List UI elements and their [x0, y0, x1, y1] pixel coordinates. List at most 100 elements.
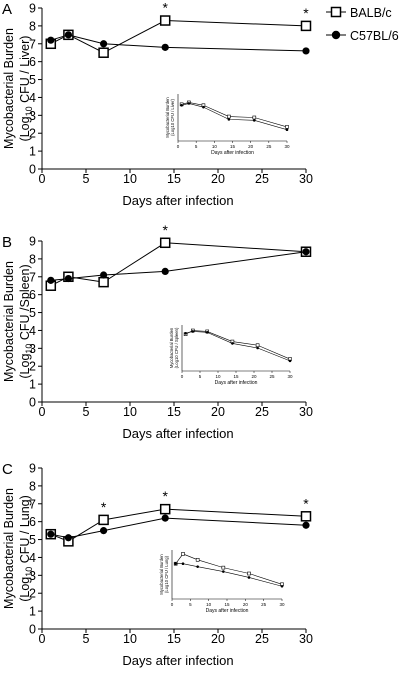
inset-data-point-balbc	[195, 557, 200, 562]
inset-data-point-c57bl6	[181, 562, 185, 566]
legend-label-balbc: BALB/c	[350, 6, 392, 20]
y-tick-label: 1	[29, 145, 36, 159]
y-tick-label: 8	[29, 252, 36, 266]
x-tick-label: 30	[299, 405, 313, 419]
significance-marker: *	[162, 0, 168, 16]
y-tick-label: 0	[29, 396, 36, 410]
y-axis-title-part: (Log	[18, 577, 32, 602]
y-axis-title-line1: Mycobacterial Burden	[2, 261, 16, 382]
significance-marker: *	[303, 495, 309, 511]
y-tick-label: 5	[29, 73, 36, 87]
inset-x-axis-title: Days after infection	[215, 380, 258, 386]
inset-x-axis-title: Days after infection	[211, 150, 254, 156]
inset-x-tick-label: 15	[233, 374, 239, 379]
y-axis-title-part: CFU / Lung)	[18, 495, 32, 567]
data-point-c57bl6	[100, 40, 108, 48]
inset-y-axis-title-line1: Mycobacterial Burden	[159, 554, 164, 595]
x-tick-label: 30	[299, 632, 313, 646]
panel-letter: A	[2, 1, 12, 18]
data-point-balbc	[159, 15, 171, 26]
data-point-c57bl6	[302, 248, 310, 256]
inset-data-point-c57bl6	[256, 346, 259, 350]
y-axis-title-line2: (Log10 CFU / Lung)	[18, 495, 34, 602]
y-tick-label: 1	[29, 605, 36, 619]
data-point-c57bl6	[47, 36, 55, 44]
series-line-balbc	[50, 242, 307, 287]
x-tick-label: 30	[299, 172, 313, 186]
data-point-c57bl6	[302, 521, 310, 529]
inset-x-tick-label: 20	[251, 374, 257, 379]
x-axis-title: Days after infection	[122, 426, 233, 441]
y-tick-label: 7	[29, 37, 36, 51]
y-tick-label: 7	[29, 270, 36, 284]
x-tick-label: 5	[83, 172, 90, 186]
inset-y-axis-title-line1: Mycobacterial Burden	[169, 327, 174, 368]
legend-marker-c57bl6	[331, 30, 341, 40]
legend-label-c57bl6: C57BL/6	[350, 29, 399, 43]
data-point-balbc	[98, 276, 109, 288]
legend: BALB/c C57BL/6	[326, 6, 399, 43]
inset-x-axis-title: Days after infection	[206, 608, 249, 614]
y-tick-label: 9	[29, 2, 36, 16]
series-line-c57bl6	[50, 517, 307, 539]
x-tick-label: 10	[123, 632, 137, 646]
inset-x-tick-label: 20	[243, 602, 249, 607]
inset-series-line-c57bl6	[175, 563, 283, 587]
inset-data-point-balbc	[285, 125, 289, 129]
significance-marker: *	[101, 499, 107, 515]
x-tick-label: 15	[167, 632, 181, 646]
data-point-c57bl6	[64, 31, 72, 39]
inset-x-tick-label: 0	[181, 374, 184, 379]
inset-data-point-balbc	[252, 115, 257, 120]
data-point-c57bl6	[161, 43, 169, 51]
y-axis-title-line2: (Log10 CFU / Liver)	[18, 36, 34, 142]
data-point-balbc	[159, 237, 171, 249]
inset-data-point-c57bl6	[205, 331, 209, 334]
inset-data-point-c57bl6	[202, 105, 205, 109]
inset-data-point-balbc	[247, 571, 251, 576]
inset-data-point-c57bl6	[247, 576, 251, 579]
y-axis-title-line1: Mycobacterial Burden	[2, 488, 16, 609]
y-tick-label: 8	[29, 19, 36, 33]
x-tick-label: 20	[211, 172, 225, 186]
inset-x-tick-label: 0	[177, 144, 180, 149]
inset-data-point-c57bl6	[231, 342, 234, 345]
inset-data-point-c57bl6	[174, 562, 177, 566]
x-tick-label: 25	[255, 172, 269, 186]
panel-letter: B	[2, 234, 12, 251]
series-line-c57bl6	[50, 251, 307, 281]
inset-x-tick-label: 10	[206, 602, 212, 607]
y-tick-label: 1	[29, 378, 36, 392]
legend-marker-balbc	[330, 6, 342, 18]
inset-data-point-c57bl6	[196, 565, 199, 568]
y-tick-label: 4	[29, 91, 36, 105]
data-point-balbc	[159, 503, 171, 515]
inset-data-point-c57bl6	[285, 128, 289, 132]
y-axis-title-line2: (Log10 CFU /Spleen)	[18, 264, 34, 378]
inset-x-tick-label: 5	[199, 374, 202, 379]
inset-x-tick-label: 15	[230, 144, 236, 149]
y-tick-label: 6	[29, 55, 36, 69]
y-tick-label: 5	[29, 306, 36, 320]
data-point-c57bl6	[100, 271, 108, 279]
inset-y-axis-title-line2: (Log10 CFU / Lung)	[164, 555, 169, 593]
y-axis-title-line1: Mycobacterial Burden	[2, 28, 16, 149]
data-point-balbc	[98, 47, 109, 58]
data-point-c57bl6	[161, 267, 169, 276]
inset-chart: 0 5 10 15 20 25 30 Days after infection Mycobact…	[165, 94, 290, 156]
y-axis-title-subscript: 10	[24, 567, 34, 577]
x-tick-label: 0	[39, 172, 46, 186]
inset-y-axis-title-line1: Mycobacterial Burden	[165, 97, 170, 138]
y-axis-title-part: CFU / Liver)	[18, 36, 32, 107]
x-tick-label: 10	[123, 172, 137, 186]
inset-x-tick-label: 30	[284, 144, 290, 149]
x-axis-title: Days after infection	[122, 653, 233, 668]
y-tick-label: 5	[29, 533, 36, 547]
inset-x-tick-label: 10	[212, 144, 218, 149]
data-point-c57bl6	[47, 276, 55, 284]
y-tick-label: 6	[29, 515, 36, 529]
